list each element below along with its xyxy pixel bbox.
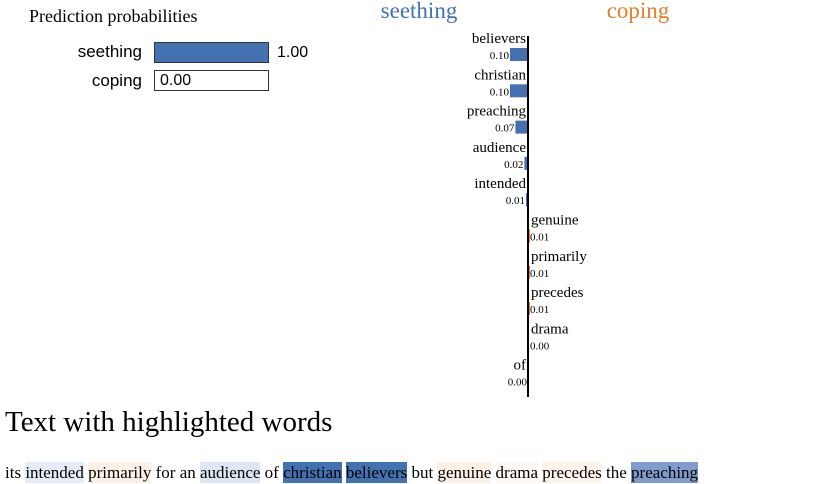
feature-row-preaching: preaching 0.07 (467, 104, 528, 135)
feature-row-drama: drama 0.00 (530, 321, 569, 352)
highlighted-word: intended (25, 462, 84, 483)
highlighted-word: christian (283, 462, 342, 483)
feature-row-genuine: genuine 0.01 (528, 213, 579, 244)
feature-word-label: of (514, 358, 527, 374)
probability-value-coping: 0.00 (160, 72, 192, 89)
feature-weight-bar (524, 156, 528, 170)
probability-fill-seething (155, 43, 268, 62)
feature-weight-value: 0.07 (495, 123, 515, 135)
feature-row-believers: believers 0.10 (472, 31, 528, 62)
probability-bar-coping: 0.00 (154, 70, 269, 91)
prediction-probabilities-panel: Prediction probabilities seething 1.00 c… (0, 0, 360, 110)
class-header-coping: coping (607, 0, 670, 23)
highlighted-word: precedes (542, 462, 602, 483)
highlighted-word: the (606, 463, 627, 482)
feature-row-audience: audience 0.02 (473, 140, 528, 171)
highlighted-word: primarily (88, 462, 152, 483)
feature-word-label: preaching (467, 104, 527, 120)
feature-weight-value: 0.00 (508, 377, 528, 389)
class-label-coping: coping (91, 71, 142, 90)
highlighted-word: audience (200, 462, 261, 483)
feature-weights-chart: seething coping believers 0.10 christian 0.… (381, 0, 670, 397)
highlighted-text-body: its intended primarily for an audience o… (5, 461, 699, 484)
highlighted-word: an (179, 463, 196, 482)
feature-weight-bar (510, 48, 528, 61)
feature-word-label: christian (474, 67, 526, 83)
probability-bar-seething (154, 42, 269, 63)
feature-weight-value: 0.01 (506, 195, 525, 207)
feature-row-primarily: primarily 0.01 (528, 249, 587, 280)
probability-value-seething: 1.00 (277, 44, 309, 61)
highlighted-word: drama (495, 462, 539, 483)
highlighted-text-title: Text with highlighted words (5, 406, 333, 438)
feature-weight-bar (515, 120, 528, 134)
feature-row-of: of 0.00 (508, 358, 528, 389)
feature-weight-value: 0.01 (530, 304, 549, 316)
class-header-seething: seething (381, 0, 458, 23)
feature-row-precedes: precedes 0.01 (528, 285, 584, 316)
highlighted-word: its (5, 463, 22, 482)
highlighted-word: preaching (631, 462, 699, 483)
highlighted-word: genuine (437, 462, 492, 483)
feature-word-label: intended (474, 176, 526, 192)
feature-word-label: believers (472, 31, 526, 47)
feature-row-intended: intended 0.01 (474, 176, 528, 207)
feature-weight-value: 0.10 (490, 86, 510, 98)
class-label-seething: seething (77, 42, 142, 61)
prediction-title: Prediction probabilities (29, 6, 198, 26)
feature-weight-value: 0.10 (490, 50, 510, 62)
feature-word-label: drama (531, 321, 569, 337)
feature-word-label: audience (473, 140, 527, 156)
feature-word-label: genuine (531, 213, 579, 229)
highlighted-word: believers (345, 462, 408, 483)
feature-weight-bar (510, 84, 528, 98)
highlighted-word: but (411, 463, 434, 482)
feature-row-christian: christian 0.10 (474, 67, 528, 98)
highlighted-word: of (264, 463, 279, 482)
highlighted-word: for (155, 463, 176, 482)
feature-word-label: precedes (531, 285, 584, 301)
feature-word-label: primarily (531, 249, 587, 265)
feature-weight-value: 0.01 (530, 232, 549, 244)
feature-weight-value: 0.02 (504, 159, 523, 171)
feature-weight-value: 0.01 (530, 268, 549, 280)
feature-weight-value: 0.00 (530, 340, 550, 352)
